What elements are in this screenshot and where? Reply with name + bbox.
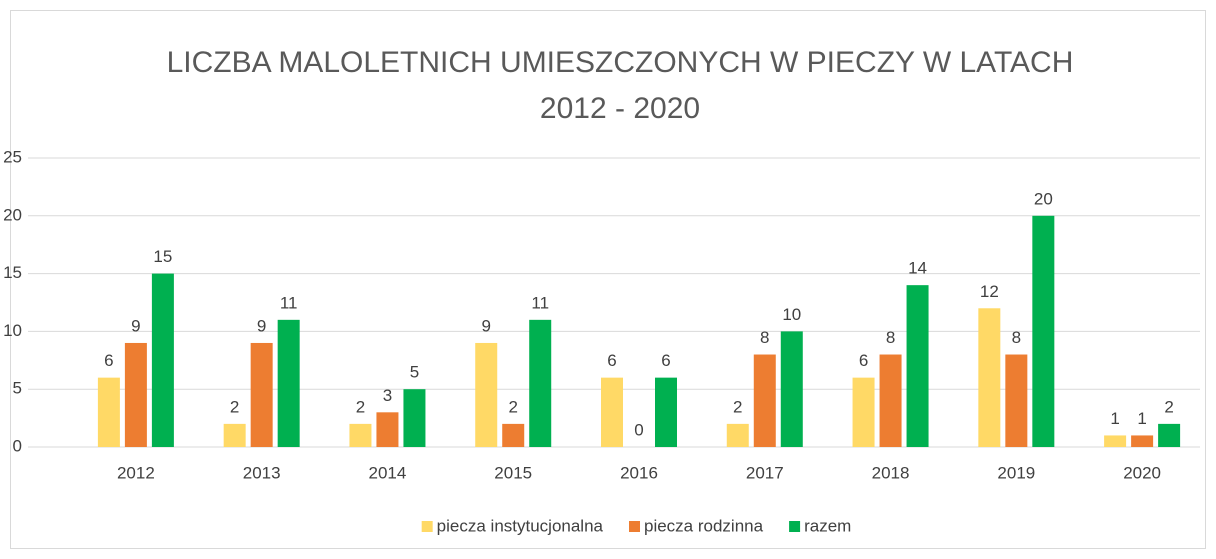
- data-label: 2: [230, 397, 239, 416]
- data-label: 3: [383, 386, 392, 405]
- legend-swatch: [421, 521, 433, 532]
- bar: [1104, 435, 1127, 447]
- bar: [475, 342, 498, 447]
- data-label: 1: [1137, 409, 1146, 428]
- data-label: 8: [1012, 328, 1021, 347]
- chart-border: [10, 10, 1206, 549]
- bar: [1032, 215, 1055, 447]
- y-tick-label: 15: [3, 263, 22, 282]
- data-label: 6: [104, 351, 113, 370]
- y-tick-label: 5: [13, 379, 22, 398]
- data-label: 0: [634, 420, 643, 439]
- legend-label: razem: [804, 516, 851, 535]
- x-tick-label: 2017: [746, 463, 784, 482]
- bar: [906, 285, 929, 447]
- legend-label: piecza rodzinna: [644, 516, 764, 535]
- legend-swatch: [629, 521, 641, 532]
- bar: [124, 342, 147, 447]
- bar: [277, 319, 300, 447]
- data-label: 9: [481, 316, 490, 335]
- bar: [250, 342, 273, 447]
- x-tick-label: 2019: [997, 463, 1035, 482]
- chart-title: LICZBA MALOLETNICH UMIESZCZONYCH W PIECZ…: [166, 46, 1074, 125]
- data-label: 11: [280, 293, 298, 312]
- x-tick-label: 2013: [243, 463, 281, 482]
- bar: [403, 389, 426, 447]
- data-label: 10: [782, 305, 801, 324]
- x-tick-label: 2012: [117, 463, 155, 482]
- x-tick-label: 2018: [872, 463, 910, 482]
- data-label: 12: [980, 282, 999, 301]
- data-label: 6: [859, 351, 868, 370]
- bar: [1131, 435, 1154, 447]
- y-tick-label: 0: [13, 436, 22, 455]
- bar: [376, 412, 399, 447]
- bar: [780, 331, 803, 447]
- bar: [601, 377, 623, 447]
- data-label: 2: [356, 397, 365, 416]
- bar: [223, 423, 246, 447]
- bar: [753, 354, 776, 447]
- data-label: 20: [1034, 189, 1053, 208]
- bar: [655, 377, 677, 447]
- bar: [97, 377, 120, 447]
- y-tick-label: 10: [3, 321, 22, 340]
- bar: [349, 423, 372, 447]
- data-label: 11: [531, 293, 549, 312]
- data-label: 14: [908, 259, 927, 278]
- bar: [1158, 423, 1181, 447]
- legend-swatch: [789, 521, 801, 532]
- data-label: 9: [131, 316, 140, 335]
- x-tick-label: 2014: [369, 463, 407, 482]
- y-tick-label: 20: [3, 205, 22, 224]
- x-tick-label: 2016: [620, 463, 658, 482]
- bar: [529, 319, 552, 447]
- y-tick-label: 25: [3, 147, 22, 166]
- x-tick-label: 2020: [1123, 463, 1161, 482]
- data-label: 9: [257, 316, 266, 335]
- data-label: 2: [733, 397, 742, 416]
- data-label: 6: [607, 351, 616, 370]
- data-label: 2: [508, 397, 517, 416]
- data-label: 6: [661, 351, 670, 370]
- bar: [502, 423, 525, 447]
- bar: [879, 354, 902, 447]
- data-label: 8: [760, 328, 769, 347]
- data-label: 8: [886, 328, 895, 347]
- bar: [726, 423, 749, 447]
- data-label: 2: [1164, 397, 1173, 416]
- x-tick-label: 2015: [494, 463, 532, 482]
- bar: [1005, 354, 1028, 447]
- bar: [852, 377, 875, 447]
- data-label: 15: [153, 247, 172, 266]
- data-label: 1: [1110, 409, 1119, 428]
- bar: [151, 273, 174, 447]
- bar: [978, 308, 1001, 447]
- legend-label: piecza instytucjonalna: [437, 516, 604, 535]
- data-label: 5: [410, 363, 419, 382]
